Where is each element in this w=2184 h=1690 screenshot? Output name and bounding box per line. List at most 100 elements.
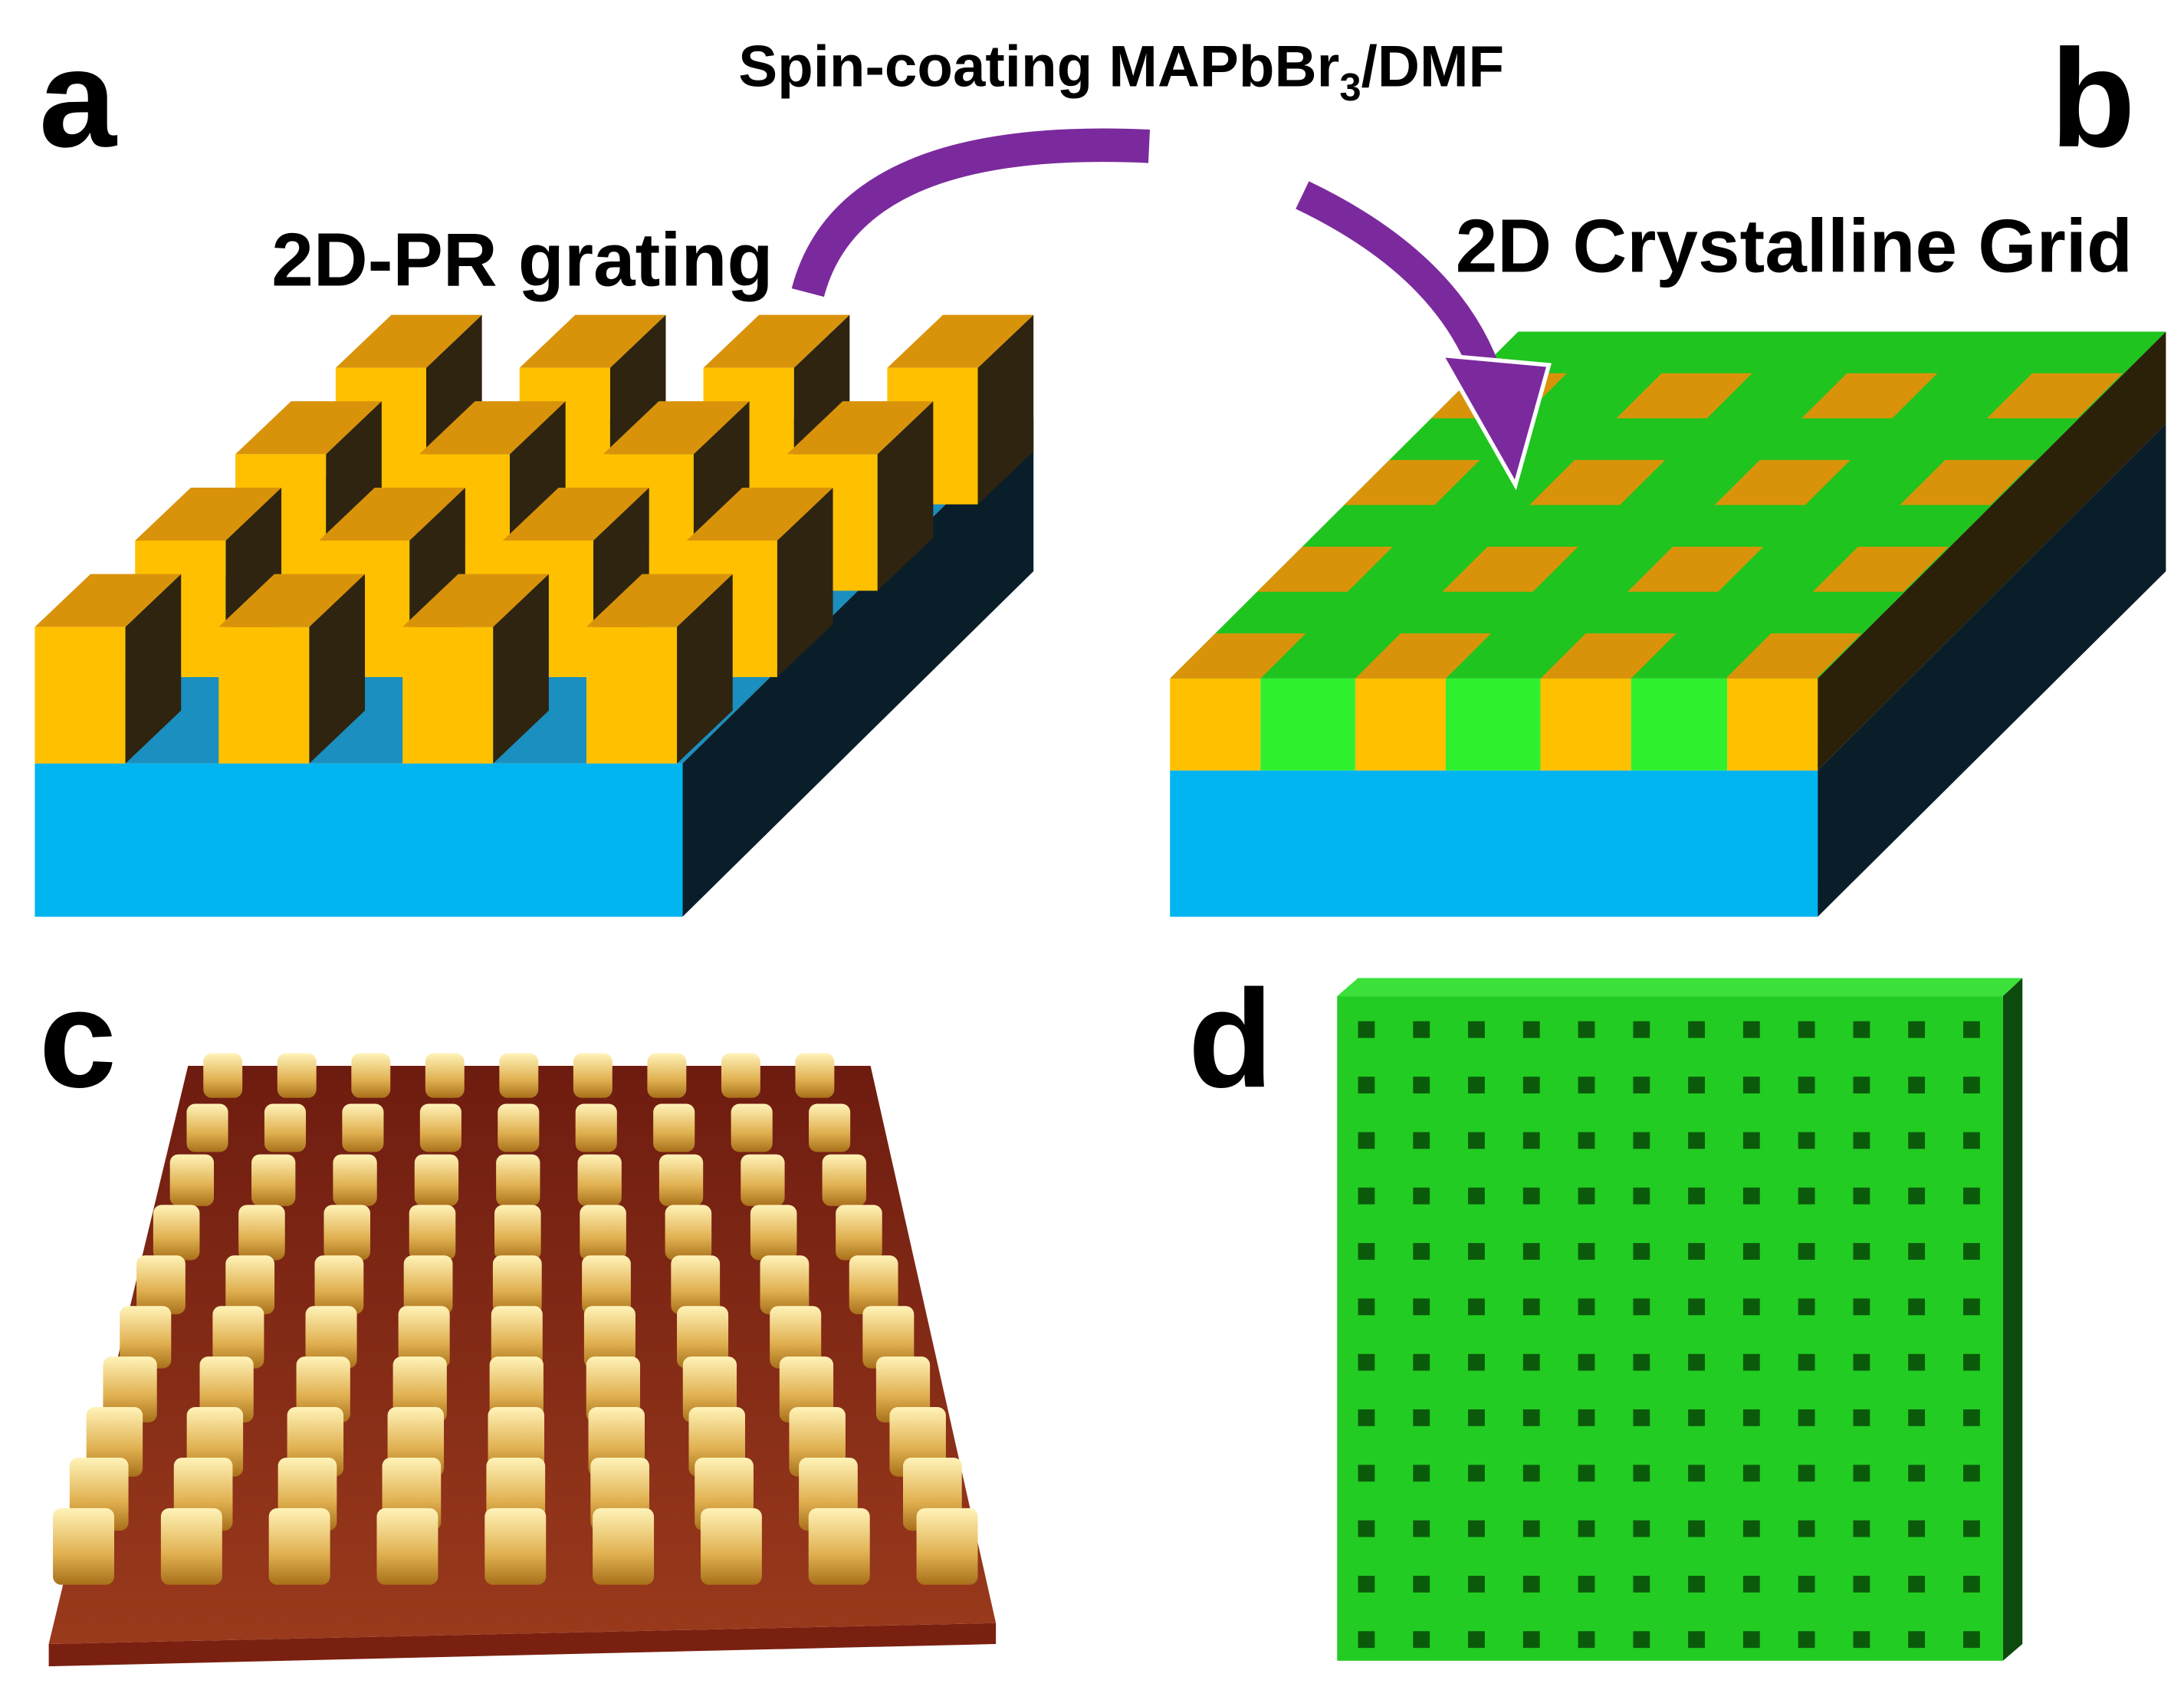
afm-bump — [203, 1053, 243, 1098]
pit — [1413, 1298, 1430, 1316]
pillar-side — [877, 401, 934, 591]
pit — [1633, 1243, 1650, 1260]
afm-bump — [499, 1053, 539, 1098]
pit — [1358, 1465, 1375, 1482]
pit — [1742, 1187, 1760, 1205]
panel-b-drawing — [1170, 331, 2166, 917]
pit — [1742, 1465, 1760, 1482]
pit — [1798, 1409, 1815, 1426]
pit — [1908, 1187, 1926, 1205]
pillar-top — [603, 401, 750, 455]
afm-bump — [849, 1255, 898, 1315]
pit — [1578, 1243, 1595, 1260]
pit — [1798, 1631, 1815, 1649]
pit — [1798, 1520, 1815, 1537]
afm-bump — [268, 1508, 330, 1585]
grating-top — [1616, 373, 1752, 419]
layer-front — [1540, 678, 1631, 771]
pit — [1468, 1520, 1485, 1537]
afm-bump — [658, 1154, 704, 1206]
pit — [1908, 1631, 1926, 1649]
pit — [1853, 1187, 1870, 1205]
pit — [1358, 1631, 1375, 1649]
afm-bump — [120, 1306, 172, 1369]
pit — [1522, 1298, 1540, 1316]
pit — [1522, 1243, 1540, 1260]
afm-bump — [779, 1356, 834, 1423]
pillar-top — [402, 574, 549, 627]
afm-bump — [496, 1154, 540, 1206]
layer-top — [1170, 331, 2166, 679]
pit — [1468, 1021, 1485, 1038]
afm-bump — [53, 1508, 114, 1585]
pit — [1633, 1077, 1650, 1093]
pit — [1742, 1021, 1760, 1038]
block-top — [1337, 978, 2023, 997]
pit — [1963, 1520, 1980, 1537]
pillar-top — [502, 487, 649, 541]
afm-bump — [494, 1205, 541, 1261]
pit — [1633, 1187, 1650, 1205]
pit — [1742, 1298, 1760, 1316]
pit — [1742, 1353, 1760, 1371]
pit — [1908, 1021, 1926, 1038]
pillar-front — [34, 626, 126, 764]
pillar-side — [309, 574, 366, 764]
afm-bump — [225, 1255, 275, 1315]
pit — [1522, 1465, 1540, 1482]
afm-bump — [160, 1508, 222, 1585]
pit — [1522, 1520, 1540, 1537]
pit — [1358, 1021, 1375, 1038]
afm-bump — [333, 1154, 377, 1206]
afm-bump — [398, 1306, 450, 1369]
pit — [1853, 1298, 1870, 1316]
pit — [1798, 1077, 1815, 1093]
pillar-top — [235, 401, 382, 455]
pit — [1742, 1077, 1760, 1093]
pit — [1688, 1021, 1705, 1038]
pit — [1578, 1520, 1595, 1537]
pit — [1413, 1575, 1430, 1593]
afm-bump — [808, 1508, 870, 1585]
afm-bump — [314, 1255, 364, 1315]
pit — [1798, 1298, 1815, 1316]
pit — [1578, 1409, 1595, 1426]
grating-top — [1170, 633, 1306, 679]
pit — [1633, 1298, 1650, 1316]
pit — [1468, 1353, 1485, 1371]
panel-label: b — [2051, 21, 2136, 176]
pit — [1798, 1465, 1815, 1482]
pit — [1908, 1520, 1926, 1537]
layer-side — [1818, 331, 2166, 771]
grating-top — [1726, 633, 1862, 679]
afm-bump — [760, 1255, 810, 1315]
afm-bump — [169, 1154, 215, 1206]
afm-bump — [682, 1356, 737, 1423]
pit — [1578, 1465, 1595, 1482]
pit — [1853, 1243, 1870, 1260]
pit — [1358, 1243, 1375, 1260]
afm-bump — [809, 1103, 851, 1152]
block-side — [2002, 978, 2023, 1661]
afm-bump — [492, 1255, 542, 1315]
afm-bump — [392, 1356, 447, 1423]
pit — [1688, 1298, 1705, 1316]
afm-bump — [647, 1053, 687, 1098]
afm-bump — [212, 1306, 264, 1369]
pit — [1798, 1575, 1815, 1593]
pit — [1963, 1021, 1980, 1038]
grating-top — [1900, 459, 2036, 505]
pit — [1853, 1077, 1870, 1093]
afm-bump — [741, 1154, 785, 1206]
pit — [1413, 1631, 1430, 1649]
caption-subscript: 3 — [1339, 65, 1361, 109]
afm-bump — [251, 1154, 296, 1206]
afm-bump — [414, 1154, 459, 1206]
pillar-top — [686, 487, 833, 541]
grating-top — [1714, 459, 1851, 505]
pillar-side — [125, 574, 182, 764]
grating-top — [1442, 546, 1578, 592]
pit — [1578, 1353, 1595, 1371]
layer-front — [1727, 678, 1818, 771]
layer-front — [1170, 678, 1261, 771]
